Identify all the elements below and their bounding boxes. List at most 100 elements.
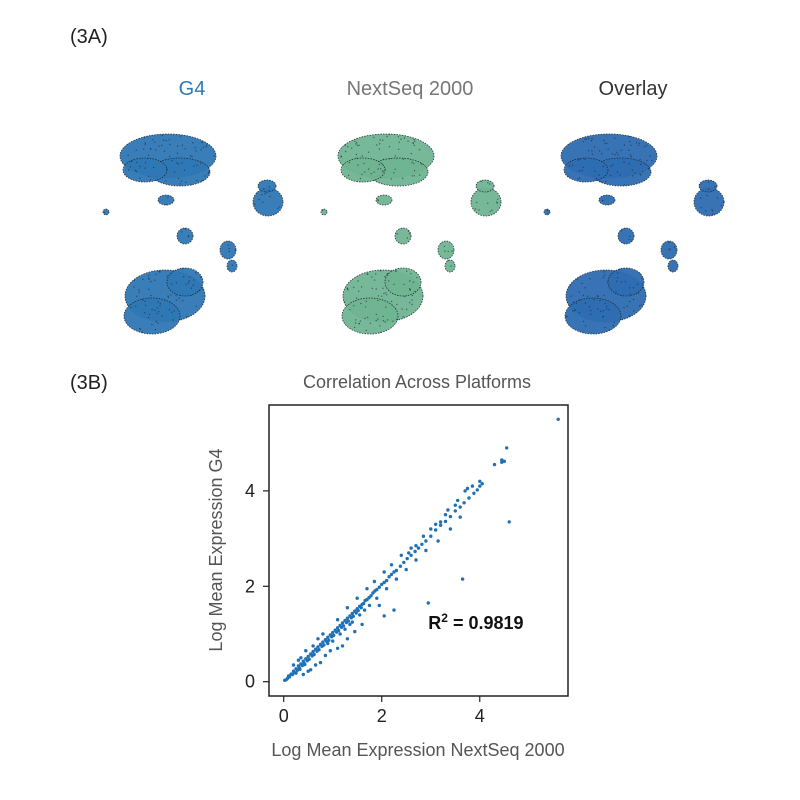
umap-cell-dot — [612, 164, 614, 166]
umap-cell-dot — [356, 144, 359, 147]
umap-cell-dot — [638, 144, 640, 146]
umap-cell-dot — [581, 282, 583, 285]
umap-cell-dot — [167, 296, 170, 298]
umap-cell-dot — [587, 149, 590, 152]
umap-cell-dot — [373, 171, 375, 173]
umap-cell-dot — [602, 310, 605, 312]
umap-cell-dot — [567, 175, 569, 177]
umap-cell-dot — [546, 209, 549, 212]
umap-cell-dot — [361, 173, 363, 176]
umap-cell-dot — [181, 162, 183, 164]
umap-cell-dot — [414, 290, 416, 293]
umap-cell-dot — [150, 280, 152, 283]
scatter-point — [384, 578, 389, 583]
umap-cell-dot — [416, 276, 418, 279]
umap-cell-dot — [135, 149, 137, 151]
umap-cell-dot — [628, 300, 631, 303]
umap-cell-dot — [168, 139, 170, 141]
umap-cell-dot — [171, 311, 173, 313]
umap-cell-dot — [322, 209, 324, 211]
umap-cell-dot — [628, 314, 631, 317]
scatter-point — [365, 587, 369, 591]
umap-cell-dot — [382, 139, 384, 141]
umap-cell-dot — [604, 326, 606, 329]
umap-cell-dot — [376, 144, 378, 146]
scatter-point — [304, 649, 308, 653]
umap-cell-dot — [636, 283, 639, 285]
scatter-point — [317, 648, 321, 652]
scatter-point — [424, 539, 428, 543]
umap-cell-dot — [377, 299, 379, 302]
umap-cell-dot — [585, 138, 587, 140]
umap-cell-dot — [139, 177, 141, 180]
scatter-point — [456, 498, 460, 503]
scatter-point — [321, 632, 325, 636]
scatter-point — [311, 649, 315, 654]
umap-cell-dot — [621, 281, 623, 283]
umap-cell-dot — [161, 315, 163, 317]
umap-cell-dot — [647, 168, 650, 170]
umap-cell-dot — [632, 175, 634, 177]
umap-cell-dot — [584, 138, 586, 140]
umap-cell-dot — [189, 276, 191, 278]
scatter-point — [358, 613, 362, 617]
umap-cell-dot — [591, 137, 593, 140]
umap-cell-dot — [616, 171, 619, 173]
scatter-point — [345, 616, 350, 620]
umap-embedding-nextseq — [320, 133, 502, 335]
umap-cell-dot — [413, 138, 415, 141]
umap-cell-dot — [193, 165, 195, 167]
umap-cell-dot — [148, 278, 150, 280]
umap-cell-dot — [168, 309, 170, 311]
scatter-point — [327, 638, 331, 642]
umap-cell-dot — [366, 316, 369, 318]
scatter-point — [426, 601, 430, 605]
umap-cluster-7 — [475, 179, 495, 193]
scatter-point — [375, 587, 379, 592]
umap-cell-dot — [474, 208, 476, 210]
umap-cell-dot — [158, 271, 160, 273]
umap-cell-dot — [176, 162, 178, 164]
umap-cell-dot — [410, 273, 412, 275]
umap-cell-dot — [584, 158, 586, 160]
umap-cell-dot — [375, 313, 377, 316]
umap-cell-dot — [577, 178, 579, 180]
umap-cell-dot — [393, 283, 395, 286]
umap-cell-dot — [364, 306, 367, 308]
umap-cell-dot — [127, 169, 130, 171]
umap-cell-dot — [167, 295, 169, 297]
scatter-point — [413, 549, 417, 554]
umap-cell-dot — [157, 301, 159, 303]
umap-cell-dot — [155, 320, 157, 323]
umap-cell-dot — [380, 331, 382, 333]
umap-cluster-4 — [123, 297, 181, 335]
scatter-point — [312, 652, 316, 657]
umap-cell-dot — [584, 287, 586, 289]
umap-cell-dot — [188, 280, 190, 282]
umap-cell-dot — [360, 286, 363, 288]
umap-cell-dot — [161, 144, 163, 147]
umap-cell-dot — [381, 295, 383, 297]
umap-cell-dot — [355, 319, 357, 321]
umap-cell-dot — [347, 174, 350, 177]
umap-cell-dot — [195, 305, 197, 308]
umap-cell-dot — [603, 271, 605, 273]
umap-cell-dot — [175, 282, 178, 284]
umap-cell-dot — [639, 158, 641, 161]
umap-cell-dot — [144, 300, 146, 302]
scatter-point — [294, 671, 298, 675]
umap-cell-dot — [264, 193, 266, 195]
umap-cell-dot — [202, 288, 204, 290]
umap-cell-dot — [171, 160, 173, 162]
scatter-point — [460, 577, 465, 581]
umap-cell-dot — [150, 294, 152, 297]
umap-cell-dot — [478, 209, 480, 211]
umap-cell-dot — [344, 144, 346, 147]
umap-cell-dot — [182, 300, 184, 302]
umap-cell-dot — [668, 242, 670, 244]
umap-cell-dot — [632, 298, 635, 301]
umap-cell-dot — [607, 148, 609, 150]
umap-cell-dot — [377, 318, 379, 320]
umap-cell-dot — [178, 297, 181, 299]
umap-cell-dot — [268, 189, 270, 192]
